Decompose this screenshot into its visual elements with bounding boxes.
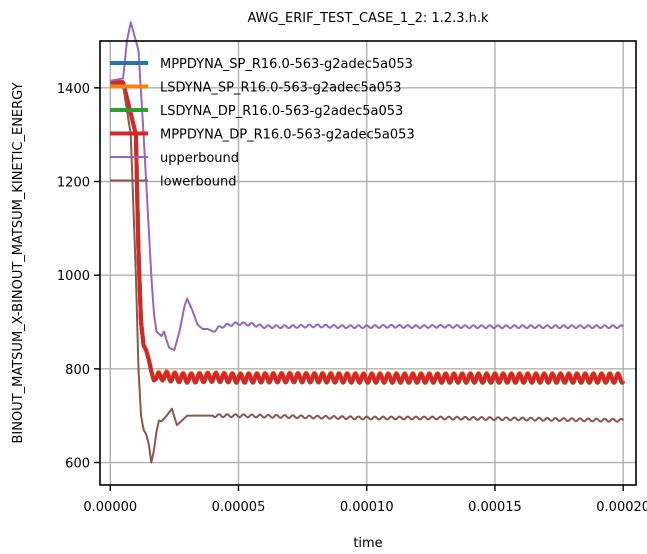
x-tick-label: 0.00015 xyxy=(468,500,522,515)
legend-label: LSDYNA_SP_R16.0-563-g2adec5a053 xyxy=(160,81,402,96)
y-tick-label: 1400 xyxy=(57,82,90,97)
x-tick-label: 0.00005 xyxy=(212,500,266,515)
x-tick-label: 0.00020 xyxy=(596,500,647,515)
plot-frame xyxy=(99,40,637,486)
x-tick-label: 0.00010 xyxy=(340,500,394,515)
x-tick-label: 0.00000 xyxy=(83,500,137,515)
y-tick-label: 1000 xyxy=(57,269,90,284)
y-tick-label: 800 xyxy=(65,363,90,378)
legend-label: upperbound xyxy=(160,151,239,166)
legend-label: MPPDYNA_DP_R16.0-563-g2adec5a053 xyxy=(160,128,415,143)
series-lines xyxy=(108,21,625,464)
series-line xyxy=(109,83,624,464)
legend-label: MPPDYNA_SP_R16.0-563-g2adec5a053 xyxy=(160,57,413,72)
y-ticks: 600 800 1000 1200 1400 xyxy=(57,82,100,472)
y-tick-label: 600 xyxy=(65,457,90,472)
y-tick-label: 1200 xyxy=(57,176,90,191)
legend-label: LSDYNA_DP_R16.0-563-g2adec5a053 xyxy=(160,104,403,119)
series-line xyxy=(108,80,625,385)
gridlines xyxy=(100,41,636,485)
legend: MPPDYNA_SP_R16.0-563-g2adec5a053 LSDYNA_S… xyxy=(110,57,415,190)
series-line xyxy=(109,21,624,352)
chart-title: AWG_ERIF_TEST_CASE_1_2: 1.2.3.h.k xyxy=(247,11,489,26)
y-axis-label: BINOUT_MATSUM_X-BINOUT_MATSUM_KINETIC_EN… xyxy=(11,82,26,443)
x-axis-label: time xyxy=(353,536,382,551)
legend-label: lowerbound xyxy=(160,175,236,190)
x-ticks: 0.00000 0.00005 0.00010 0.00015 0.00020 xyxy=(83,485,647,515)
